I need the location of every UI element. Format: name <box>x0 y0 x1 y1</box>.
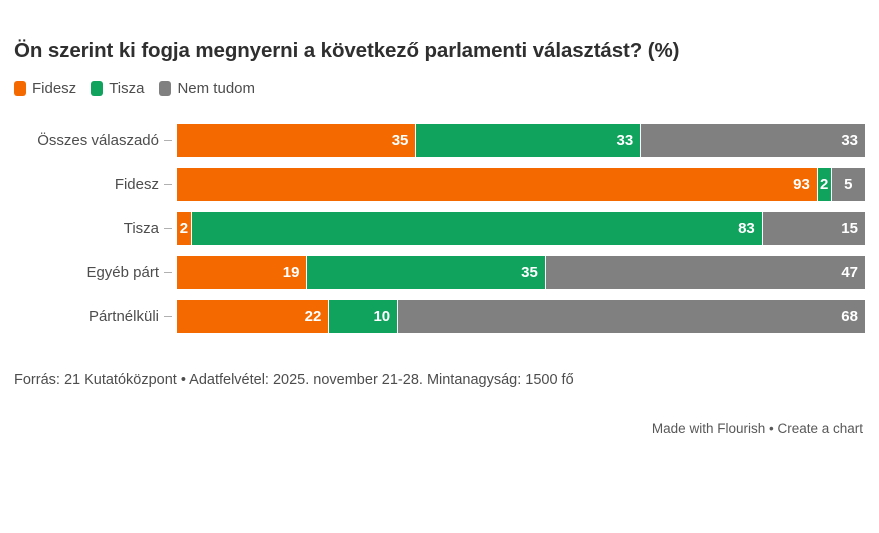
bar-value-label: 19 <box>282 264 300 281</box>
chart-source-note: Forrás: 21 Kutatóközpont • Adatfelvétel:… <box>14 372 574 388</box>
credit-separator: • <box>765 421 778 436</box>
flourish-credit: Made with Flourish • Create a chart <box>14 420 865 438</box>
axis-tick-mark <box>164 184 172 185</box>
bar-value-label: 10 <box>373 308 391 325</box>
bar-track-fidesz: 93 2 5 <box>177 168 865 201</box>
bar-segment-egyeb-part-fidesz[interactable]: 19 <box>177 256 307 289</box>
bar-track-osszes-valaszado: 35 33 33 <box>177 124 865 157</box>
legend-label-tisza: Tisza <box>109 79 145 97</box>
bar-value-label: 15 <box>841 220 858 237</box>
bar-value-label: 35 <box>521 264 538 281</box>
bar-segment-fidesz-nem-tudom[interactable]: 5 <box>830 168 865 201</box>
chart-row-egyeb-part: Egyéb párt 19 35 47 <box>14 256 865 289</box>
bar-value-label: 35 <box>391 132 409 149</box>
legend-item-nem-tudom[interactable]: Nem tudom <box>159 79 255 97</box>
bar-value-label: 2 <box>179 220 189 237</box>
category-label-tisza: Tisza <box>123 219 159 237</box>
bar-track-tisza: 2 83 15 <box>177 212 865 245</box>
axis-tick-mark <box>164 140 172 141</box>
bar-value-label: 33 <box>841 132 858 149</box>
category-label-fidesz: Fidesz <box>114 175 159 193</box>
bar-track-egyeb-part: 19 35 47 <box>177 256 865 289</box>
bar-segment-egyeb-part-tisza[interactable]: 35 <box>306 256 545 289</box>
bar-value-label: 22 <box>304 308 322 325</box>
legend-swatch-icon-tisza <box>91 80 104 96</box>
legend-swatch-icon-fidesz <box>14 80 26 96</box>
bar-value-label: 47 <box>841 264 858 281</box>
bar-segment-tisza-fidesz[interactable]: 2 <box>177 212 191 245</box>
bar-value-label: 5 <box>844 176 853 193</box>
bar-segment-partnelkuli-fidesz[interactable]: 22 <box>177 300 329 333</box>
bar-segment-osszes-valaszado-fidesz[interactable]: 35 <box>177 124 416 157</box>
chart-row-tisza: Tisza 2 83 15 <box>14 212 865 245</box>
category-label-egyeb-part: Egyéb párt <box>86 263 159 281</box>
bar-segment-partnelkuli-nem-tudom[interactable]: 68 <box>397 300 865 333</box>
axis-tick-mark <box>164 228 172 229</box>
bar-segment-fidesz-fidesz[interactable]: 93 <box>177 168 817 201</box>
legend-item-fidesz[interactable]: Fidesz <box>14 79 77 97</box>
bar-value-label: 83 <box>738 220 755 237</box>
bar-segment-osszes-valaszado-tisza[interactable]: 33 <box>415 124 641 157</box>
bar-segment-tisza-nem-tudom[interactable]: 15 <box>761 212 865 245</box>
chart-plot-area: Összes válaszadó 35 33 33 Fidesz 93 2 5 Tisza 2 83… <box>14 124 865 344</box>
bar-track-partnelkuli: 22 10 68 <box>177 300 865 333</box>
legend-item-tisza[interactable]: Tisza <box>91 79 145 97</box>
category-label-osszes-valaszado: Összes válaszadó <box>37 131 159 149</box>
chart-legend: Fidesz Tisza Nem tudom <box>14 78 865 98</box>
chart-row-osszes-valaszado: Összes válaszadó 35 33 33 <box>14 124 865 157</box>
chart-row-partnelkuli: Pártnélküli 22 10 68 <box>14 300 865 333</box>
legend-swatch-icon-nem-tudom <box>159 80 172 96</box>
credit-create-a-chart-link[interactable]: Create a chart <box>777 421 863 436</box>
page-title: Ön szerint ki fogja megnyerni a következ… <box>14 39 680 62</box>
category-label-partnelkuli: Pártnélküli <box>88 307 159 325</box>
bar-segment-egyeb-part-nem-tudom[interactable]: 47 <box>544 256 865 289</box>
credit-made-with-label: Made with Flourish <box>651 421 766 436</box>
axis-tick-mark <box>164 316 172 317</box>
legend-label-nem-tudom: Nem tudom <box>177 79 255 97</box>
bar-segment-tisza-tisza[interactable]: 83 <box>190 212 762 245</box>
bar-value-label: 68 <box>841 308 858 325</box>
axis-tick-mark <box>164 272 172 273</box>
bar-segment-osszes-valaszado-nem-tudom[interactable]: 33 <box>640 124 865 157</box>
bar-segment-fidesz-tisza[interactable]: 2 <box>816 168 831 201</box>
bar-value-label: 33 <box>616 132 634 149</box>
bar-value-label: 93 <box>793 176 810 193</box>
legend-label-fidesz: Fidesz <box>32 79 77 97</box>
bar-segment-partnelkuli-tisza[interactable]: 10 <box>328 300 398 333</box>
chart-row-fidesz: Fidesz 93 2 5 <box>14 168 865 201</box>
bar-value-label: 2 <box>820 176 829 193</box>
